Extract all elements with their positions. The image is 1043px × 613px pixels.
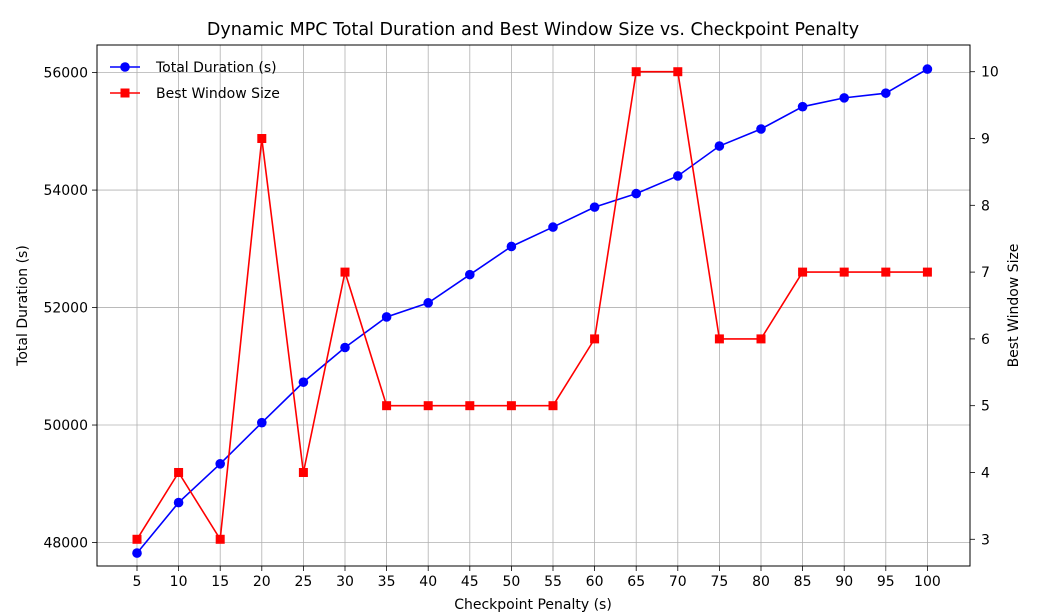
total-duration-s-point: [839, 93, 849, 103]
legend-total-duration-s-marker: [120, 62, 130, 72]
x-tick-label: 10: [170, 574, 188, 590]
best-window-size-point: [673, 67, 683, 77]
x-tick-label: 45: [461, 574, 479, 590]
y-right-tick-label: 6: [981, 332, 990, 348]
series-layer: [132, 64, 933, 558]
best-window-size-point: [257, 134, 267, 144]
y-left-tick-label: 50000: [43, 418, 88, 434]
legend-total-duration-s-label: Total Duration (s): [155, 60, 277, 76]
y-axis-right-label: Best Window Size: [1006, 244, 1022, 368]
x-tick-label: 30: [336, 574, 354, 590]
y-left-tick-label: 54000: [43, 183, 88, 199]
total-duration-s-point: [797, 101, 808, 112]
x-tick-label: 75: [710, 574, 728, 590]
best-window-size-point: [215, 534, 225, 544]
x-tick-label: 35: [378, 574, 396, 590]
total-duration-s-point: [257, 417, 267, 428]
x-tick-label: 40: [419, 574, 437, 590]
y-left-tick-label: 52000: [43, 301, 88, 317]
total-duration-s-point: [756, 124, 766, 134]
total-duration-s-point: [132, 548, 142, 558]
best-window-size-point: [798, 267, 808, 277]
y-left-tick-label: 56000: [43, 66, 88, 82]
best-window-size-point: [465, 401, 475, 411]
best-window-size-point: [881, 267, 891, 277]
best-window-size-point: [631, 67, 641, 77]
total-duration-s-point: [922, 64, 933, 74]
legend-best-window-size-label: Best Window Size: [156, 86, 280, 102]
best-window-size-point: [756, 334, 766, 344]
best-window-size-point: [839, 267, 849, 277]
y-axis-left-label: Total Duration (s): [15, 245, 31, 367]
x-tick-label: 95: [877, 574, 895, 590]
x-tick-label: 60: [586, 574, 604, 590]
y-right-tick-label: 10: [981, 65, 999, 81]
total-duration-s-line: [136, 68, 928, 554]
y-right-tick-label: 5: [981, 399, 990, 415]
total-duration-s-point: [340, 342, 350, 353]
total-duration-s-point: [215, 458, 225, 469]
best-window-size-point: [714, 334, 724, 344]
total-duration-s-point: [173, 497, 184, 508]
x-tick-label: 55: [544, 574, 562, 590]
legend-best-window-size-marker: [120, 88, 130, 98]
best-window-size-point: [506, 401, 516, 411]
x-tick-label: 85: [794, 574, 812, 590]
best-window-size-point: [174, 467, 184, 477]
legend: Total Duration (s) Best Window Size: [110, 60, 280, 102]
x-tick-label: 65: [627, 574, 645, 590]
x-tick-label: 15: [211, 574, 229, 590]
grid: [97, 45, 970, 566]
best-window-size-point: [590, 334, 600, 344]
x-tick-label: 70: [669, 574, 687, 590]
best-window-size-point: [382, 401, 392, 411]
best-window-size-point: [548, 401, 558, 411]
x-tick-label: 20: [253, 574, 271, 590]
total-duration-s-point: [673, 171, 683, 181]
y-right-tick-label: 8: [981, 198, 990, 214]
best-window-size-line: [136, 70, 928, 542]
chart-title: Dynamic MPC Total Duration and Best Wind…: [207, 20, 859, 40]
x-tick-label: 25: [294, 574, 312, 590]
axes: 5 10 15 20 25 30 35 40 45 50 55 60 65 70 75 80 85 90 95 100…: [43, 65, 998, 590]
total-duration-s-point: [298, 377, 309, 387]
total-duration-s-point: [548, 222, 558, 232]
y-right-tick-label: 9: [981, 132, 990, 148]
total-duration-s-point: [423, 298, 434, 308]
total-duration-s-point: [631, 188, 641, 199]
total-duration-s-point: [381, 312, 392, 322]
best-window-size-point: [423, 401, 433, 411]
y-right-tick-label: 4: [981, 465, 990, 481]
total-duration-s-point: [506, 241, 517, 252]
x-tick-label: 90: [835, 574, 853, 590]
x-axis-label: Checkpoint Penalty (s): [454, 597, 612, 613]
y-right-tick-label: 3: [981, 532, 990, 548]
x-tick-label: 100: [914, 574, 941, 590]
y-left-tick-label: 48000: [43, 536, 88, 552]
best-window-size-point: [340, 267, 350, 277]
x-tick-label: 80: [752, 574, 770, 590]
best-window-size-point: [922, 267, 932, 277]
y-right-tick-label: 7: [981, 265, 990, 281]
x-tick-label: 50: [502, 574, 520, 590]
total-duration-s-point: [881, 88, 891, 98]
total-duration-s-point: [589, 202, 600, 212]
best-window-size-point: [132, 534, 142, 544]
best-window-size-point: [298, 467, 308, 477]
plot-frame: [96, 44, 971, 567]
total-duration-s-point: [465, 269, 475, 280]
x-tick-label: 5: [133, 574, 142, 590]
total-duration-s-point: [714, 141, 725, 151]
